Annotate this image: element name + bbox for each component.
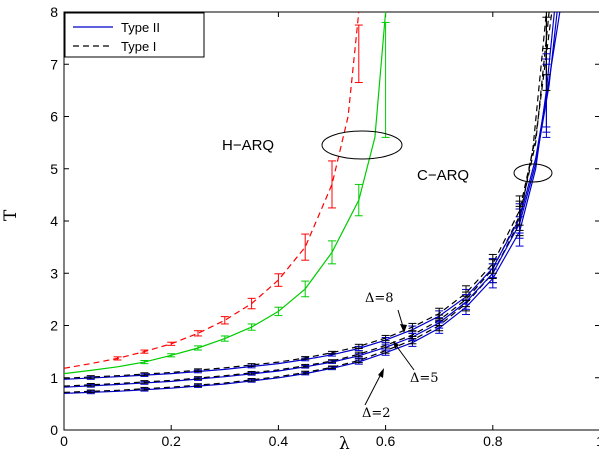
x-tick-label: 1 [596, 433, 599, 449]
delta5-arrow [394, 343, 415, 371]
delta2-arrow [364, 371, 383, 406]
legend-label-type-i: Type I [121, 39, 156, 54]
delta5-label: Δ=5 [410, 371, 439, 386]
harq-series-line-1 [64, 12, 387, 375]
y-tick-label: 0 [50, 422, 58, 438]
x-tick-label: 0 [60, 433, 68, 449]
delta2-label: Δ=2 [362, 406, 391, 421]
legend-label-type-ii: Type II [121, 20, 160, 35]
legend: Type II Type I [64, 12, 205, 58]
axis-ticks: 0 0.2 0.4 0.6 0.8 1 0 1 2 3 4 5 6 7 8 [50, 4, 599, 449]
errorbar-layer [86, 12, 551, 395]
delta8-arrowhead [400, 324, 407, 333]
harq-label: H−ARQ [222, 137, 274, 154]
carq-label: C−ARQ [417, 167, 469, 184]
x-axis-label: λ [339, 434, 350, 454]
delta2-arrowhead [378, 368, 384, 378]
carq-ellipse [513, 163, 553, 183]
delta8-label: Δ=8 [365, 291, 394, 306]
y-tick-label: 3 [50, 265, 58, 281]
x-tick-label: 0.4 [269, 433, 289, 449]
legend-box [64, 12, 205, 58]
y-axis-label: T [1, 209, 21, 221]
delta5-arrowhead [393, 341, 399, 349]
y-tick-label: 1 [50, 370, 58, 386]
x-tick-label: 0.6 [376, 433, 396, 449]
y-tick-label: 7 [50, 56, 58, 72]
x-tick-label: 0.8 [483, 433, 503, 449]
y-tick-label: 8 [50, 4, 58, 20]
x-tick-label: 0.2 [161, 433, 181, 449]
y-tick-label: 5 [50, 161, 58, 177]
harq-ellipse [321, 130, 403, 160]
y-tick-label: 4 [50, 213, 58, 229]
y-tick-label: 6 [50, 109, 58, 125]
y-tick-label: 2 [50, 318, 58, 334]
